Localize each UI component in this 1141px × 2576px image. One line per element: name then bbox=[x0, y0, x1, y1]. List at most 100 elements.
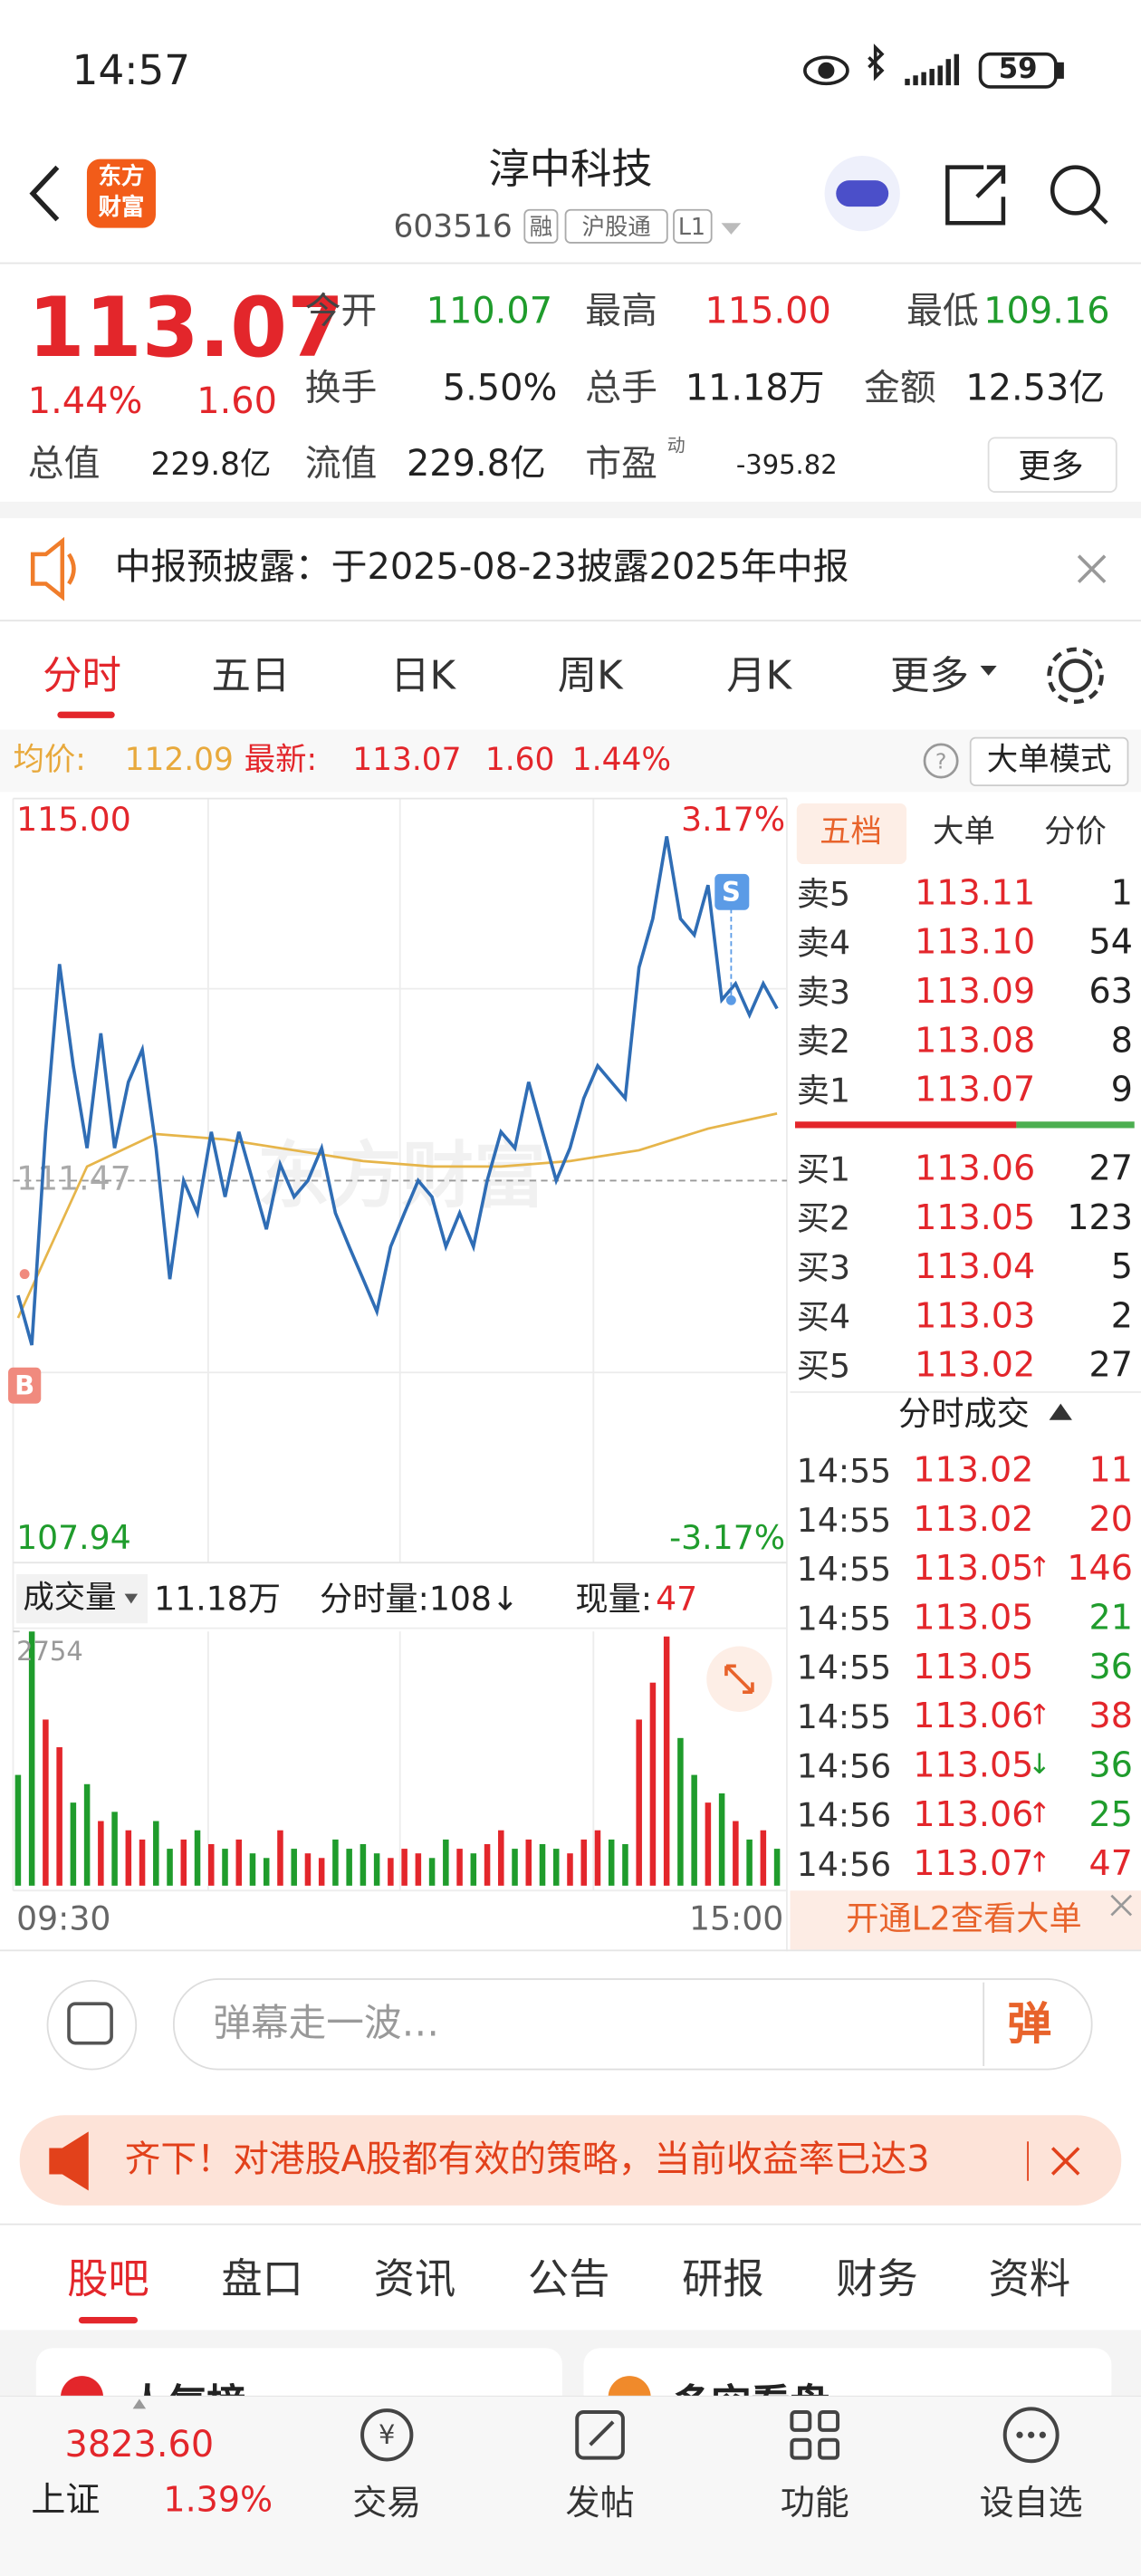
volume-bar bbox=[470, 1853, 477, 1886]
period-tab[interactable]: 周K bbox=[557, 652, 623, 699]
book-price: 113.02 bbox=[915, 1345, 1036, 1385]
function-icon[interactable] bbox=[790, 2409, 812, 2432]
period-tab[interactable]: 分时 bbox=[43, 652, 121, 699]
volume-bar bbox=[139, 1839, 146, 1886]
volume-bar bbox=[567, 1853, 573, 1886]
content-tab[interactable]: 股吧 bbox=[67, 2255, 149, 2303]
trade-price: 113.02 bbox=[913, 1499, 1034, 1539]
volume-bar bbox=[98, 1821, 104, 1886]
volume-bar bbox=[773, 1849, 781, 1886]
volume-selector[interactable] bbox=[16, 1573, 148, 1624]
l2-banner[interactable] bbox=[790, 1890, 1141, 1950]
trade-time: 14:56 bbox=[796, 1795, 892, 1835]
info-change: 1.60 bbox=[484, 742, 555, 778]
book-volume: 27 bbox=[1088, 1149, 1133, 1188]
trade-price: 113.06 bbox=[913, 1794, 1034, 1834]
trade-icon[interactable] bbox=[360, 2408, 414, 2462]
book-label: 卖3 bbox=[796, 972, 851, 1012]
status-icons bbox=[803, 43, 1064, 89]
book-volume: 54 bbox=[1088, 922, 1133, 962]
trade-volume: 36 bbox=[1088, 1647, 1133, 1687]
book-label: 买5 bbox=[796, 1346, 851, 1386]
volume-bar bbox=[415, 1853, 422, 1886]
y-tick-label: 107.94 bbox=[16, 1518, 131, 1557]
close[interactable] bbox=[1050, 2147, 1080, 2176]
index-value: 3823.60 bbox=[64, 2425, 215, 2466]
content-tab[interactable]: 资料 bbox=[988, 2255, 1071, 2303]
book-tab[interactable]: 五档 bbox=[820, 813, 882, 851]
volume-bar bbox=[346, 1849, 352, 1886]
settings-icon[interactable] bbox=[1059, 658, 1093, 693]
book-price: 113.03 bbox=[915, 1296, 1036, 1336]
volume-bar bbox=[580, 1839, 587, 1886]
volume-bar bbox=[594, 1830, 601, 1886]
period-tab[interactable]: 五日 bbox=[211, 652, 291, 699]
volume-bar bbox=[83, 1783, 91, 1886]
volume-bar bbox=[552, 1849, 560, 1886]
nav-item[interactable]: 功能 bbox=[780, 2483, 849, 2523]
help-icon[interactable] bbox=[923, 743, 959, 779]
y-tick-label: 111.47 bbox=[16, 1158, 131, 1197]
divider bbox=[0, 501, 1141, 519]
content-tab[interactable]: 研报 bbox=[682, 2255, 764, 2303]
volume-bar bbox=[428, 1858, 436, 1886]
comment-placeholder[interactable]: 弹幕走一波… bbox=[213, 2003, 440, 2046]
logo-text: 东方 bbox=[98, 164, 145, 190]
trade-time: 14:55 bbox=[796, 1599, 892, 1639]
back-button[interactable] bbox=[29, 165, 60, 222]
change-pct: 1.44% bbox=[27, 381, 143, 424]
tab-underline bbox=[57, 711, 115, 718]
dropdown[interactable] bbox=[721, 223, 742, 235]
nav-item[interactable]: 发帖 bbox=[565, 2483, 635, 2523]
trades-title[interactable]: 分时成交 bbox=[898, 1393, 1030, 1434]
toggle[interactable] bbox=[1049, 1403, 1072, 1420]
content-tab[interactable]: 财务 bbox=[836, 2255, 918, 2303]
volume-bar bbox=[512, 1849, 518, 1886]
volume-bar bbox=[388, 1858, 394, 1886]
book-tab[interactable]: 分价 bbox=[1044, 813, 1107, 851]
logo bbox=[86, 159, 156, 228]
trade-volume: 38 bbox=[1088, 1696, 1133, 1736]
field-label: 总手 bbox=[585, 369, 657, 410]
more-button[interactable]: 更多 bbox=[1018, 446, 1084, 485]
watchlist-icon[interactable] bbox=[1002, 2407, 1060, 2464]
volume-selector-label[interactable]: 成交量 bbox=[23, 1580, 117, 1617]
close[interactable] bbox=[1077, 554, 1107, 583]
minute-volume: 分时量:108↓ bbox=[320, 1579, 520, 1619]
ad-text[interactable]: 齐下！对港股A股都有效的策略，当前收益率已达3 bbox=[124, 2139, 930, 2181]
field-value: 110.07 bbox=[426, 292, 553, 333]
sell-marker bbox=[714, 873, 750, 910]
share-icon[interactable] bbox=[945, 165, 1006, 226]
content-tab[interactable]: 公告 bbox=[527, 2255, 610, 2303]
volume-bar bbox=[456, 1849, 463, 1886]
danmu-button[interactable]: 弹 bbox=[1007, 1999, 1052, 2051]
mode-label[interactable]: 大单模式 bbox=[986, 742, 1112, 778]
more-button[interactable] bbox=[987, 437, 1117, 493]
stock-name: 淳中科技 bbox=[488, 145, 653, 193]
volume-bar bbox=[222, 1849, 228, 1886]
comment-icon[interactable] bbox=[46, 1979, 138, 2071]
search-icon[interactable] bbox=[1050, 165, 1101, 216]
mode-button[interactable] bbox=[969, 736, 1129, 787]
y2-tick-label: -3.17% bbox=[669, 1518, 785, 1557]
nav-item[interactable]: 设自选 bbox=[979, 2483, 1083, 2523]
period-tab[interactable]: 月K bbox=[726, 652, 792, 699]
l2-link[interactable]: 开通L2查看大单 bbox=[846, 1898, 1082, 1938]
info-change-pct: 1.44% bbox=[571, 742, 672, 778]
nav-item[interactable]: 交易 bbox=[352, 2483, 422, 2523]
info-avg: 112.09 bbox=[124, 742, 234, 778]
ad-banner[interactable] bbox=[19, 2115, 1122, 2206]
book-price: 113.05 bbox=[915, 1197, 1036, 1237]
period-tab[interactable]: 日K bbox=[390, 652, 456, 699]
book-label: 卖4 bbox=[796, 923, 851, 963]
content-tab[interactable]: 盘口 bbox=[221, 2255, 303, 2303]
field-value: 12.53亿 bbox=[965, 369, 1106, 410]
volume-bar bbox=[373, 1853, 380, 1886]
book-tab[interactable]: 大单 bbox=[933, 813, 995, 851]
period-tab[interactable]: 更多 bbox=[889, 652, 969, 699]
post-icon[interactable] bbox=[575, 2409, 625, 2460]
field-label: 最高 bbox=[585, 292, 657, 333]
content-tab[interactable]: 资讯 bbox=[373, 2255, 456, 2303]
comment-input[interactable] bbox=[172, 1978, 1093, 2071]
volume-bar bbox=[263, 1858, 270, 1886]
